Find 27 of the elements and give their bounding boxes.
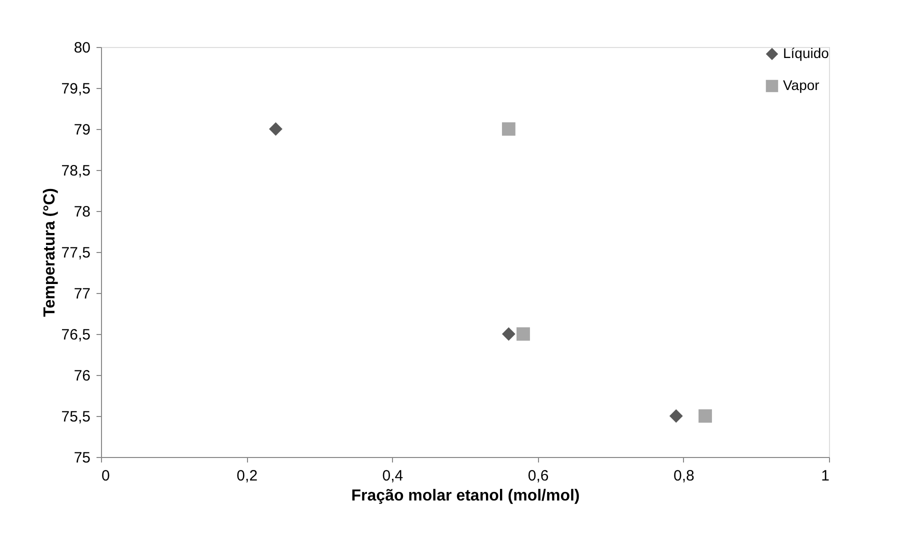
- y-tick-label: 78,5: [61, 162, 90, 180]
- x-tick-label: 0,6: [528, 468, 549, 484]
- x-tick-label: 1: [821, 468, 830, 484]
- x-tick-label: 0,2: [236, 468, 258, 484]
- x-tick-label: 0: [102, 468, 110, 484]
- point: [502, 122, 516, 136]
- legend-label: Líquido: [783, 45, 830, 61]
- point: [502, 327, 516, 341]
- x-tick-label: 0,4: [382, 468, 404, 484]
- x-axis-title: Fração molar etanol (mol/mol): [351, 488, 580, 504]
- point: [269, 122, 282, 136]
- y-tick-label: 80: [74, 40, 90, 56]
- y-tick-label: 77: [74, 286, 90, 302]
- y-tick-label: 79: [74, 122, 90, 138]
- point: [698, 409, 712, 423]
- y-axis-title: Temperatura (°C): [41, 188, 58, 317]
- point: [516, 327, 530, 341]
- y-tick-label: 75,5: [61, 408, 90, 426]
- x-tick-label: 0,8: [673, 468, 694, 484]
- y-tick-label: 76,5: [61, 326, 90, 344]
- y-tick-label: 79,5: [61, 80, 90, 98]
- y-tick-label: 76: [74, 368, 90, 384]
- point: [669, 409, 683, 423]
- y-tick-label: 78: [74, 204, 90, 220]
- y-tick-label: 77,5: [61, 244, 90, 262]
- legend-label: Vapor: [783, 77, 820, 93]
- y-tick-label: 75: [74, 450, 90, 466]
